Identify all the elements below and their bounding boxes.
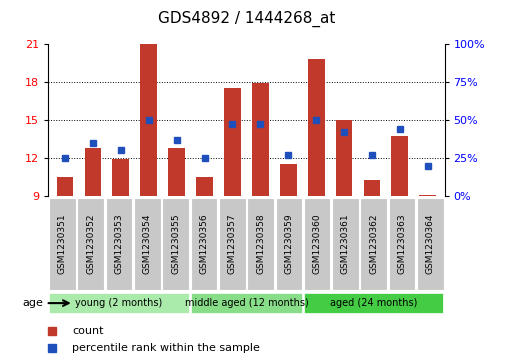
- Bar: [106, 198, 132, 290]
- Bar: [190, 198, 217, 290]
- Bar: [364, 179, 380, 196]
- Text: GSM1230352: GSM1230352: [86, 214, 95, 274]
- Bar: [336, 120, 353, 196]
- Bar: [308, 59, 325, 196]
- Bar: [134, 198, 161, 290]
- Bar: [49, 198, 76, 290]
- Text: GDS4892 / 1444268_at: GDS4892 / 1444268_at: [157, 11, 335, 27]
- Bar: [49, 293, 188, 313]
- Bar: [332, 198, 359, 290]
- Bar: [196, 177, 213, 196]
- Bar: [219, 198, 245, 290]
- Text: percentile rank within the sample: percentile rank within the sample: [72, 343, 260, 352]
- Bar: [168, 148, 185, 196]
- Bar: [361, 198, 387, 290]
- Bar: [252, 83, 269, 196]
- Text: GSM1230353: GSM1230353: [114, 214, 123, 274]
- Text: GSM1230362: GSM1230362: [369, 214, 378, 274]
- Bar: [84, 148, 101, 196]
- Bar: [224, 88, 241, 196]
- Text: GSM1230351: GSM1230351: [58, 214, 67, 274]
- Text: GSM1230355: GSM1230355: [171, 214, 180, 274]
- Bar: [140, 44, 157, 196]
- Bar: [77, 198, 104, 290]
- Bar: [280, 164, 297, 196]
- Text: middle aged (12 months): middle aged (12 months): [184, 298, 308, 308]
- Bar: [191, 293, 302, 313]
- Text: GSM1230354: GSM1230354: [143, 214, 152, 274]
- Bar: [112, 159, 129, 196]
- Bar: [417, 198, 443, 290]
- Bar: [56, 177, 73, 196]
- Bar: [275, 198, 302, 290]
- Bar: [392, 136, 408, 196]
- Bar: [247, 198, 274, 290]
- Text: age: age: [22, 298, 43, 308]
- Text: GSM1230363: GSM1230363: [398, 214, 406, 274]
- Text: GSM1230359: GSM1230359: [284, 214, 293, 274]
- Bar: [163, 198, 189, 290]
- Bar: [420, 195, 436, 196]
- Bar: [304, 198, 330, 290]
- Text: GSM1230356: GSM1230356: [200, 214, 208, 274]
- Text: GSM1230358: GSM1230358: [256, 214, 265, 274]
- Text: GSM1230357: GSM1230357: [228, 214, 237, 274]
- Text: GSM1230360: GSM1230360: [312, 214, 322, 274]
- Bar: [304, 293, 443, 313]
- Text: young (2 months): young (2 months): [75, 298, 163, 308]
- Text: aged (24 months): aged (24 months): [330, 298, 418, 308]
- Text: GSM1230361: GSM1230361: [341, 214, 350, 274]
- Text: count: count: [72, 326, 104, 336]
- Bar: [389, 198, 416, 290]
- Text: GSM1230364: GSM1230364: [426, 214, 435, 274]
